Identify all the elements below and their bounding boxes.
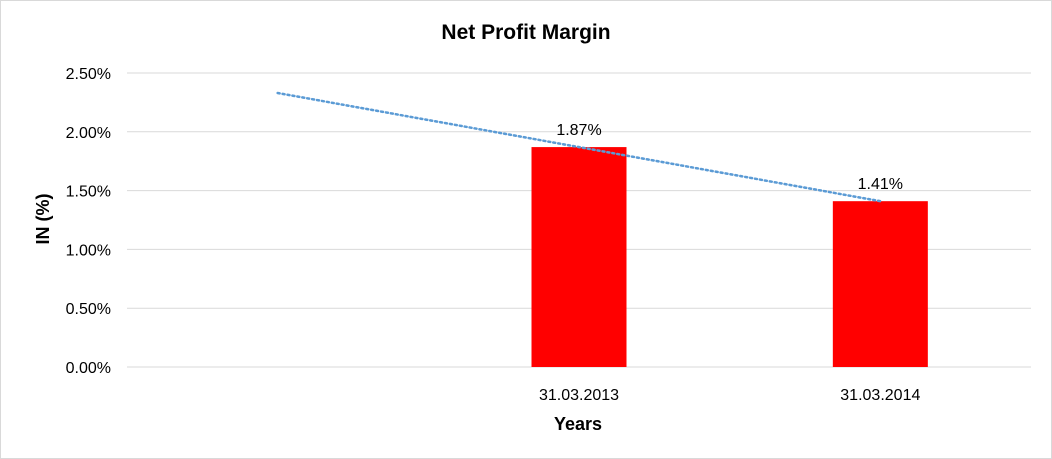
- y-axis-ticks: 0.00% 0.50% 1.00% 1.50% 2.00% 2.50%: [66, 66, 111, 377]
- bars: [531, 147, 928, 367]
- y-tick-label: 0.00%: [66, 360, 111, 377]
- x-axis-ticks: 31.03.2013 31.03.2014: [539, 387, 921, 404]
- y-axis-title: IN (%): [33, 194, 53, 245]
- y-tick-label: 0.50%: [66, 301, 111, 318]
- bar: [832, 201, 928, 367]
- trendline-layer: [276, 91, 882, 203]
- y-tick-label: 2.00%: [66, 125, 111, 142]
- data-labels: 1.87% 1.41%: [556, 122, 903, 193]
- x-tick-label: 31.03.2014: [840, 387, 920, 404]
- bar: [531, 147, 627, 367]
- data-label: 1.41%: [858, 176, 903, 193]
- trendline: [276, 91, 882, 203]
- y-tick-label: 1.50%: [66, 184, 111, 201]
- data-label: 1.87%: [556, 122, 601, 139]
- y-tick-label: 1.00%: [66, 242, 111, 259]
- chart-title: Net Profit Margin: [441, 21, 610, 44]
- x-tick-label: 31.03.2013: [539, 387, 619, 404]
- x-axis-title: Years: [554, 414, 602, 434]
- y-tick-label: 2.50%: [66, 66, 111, 83]
